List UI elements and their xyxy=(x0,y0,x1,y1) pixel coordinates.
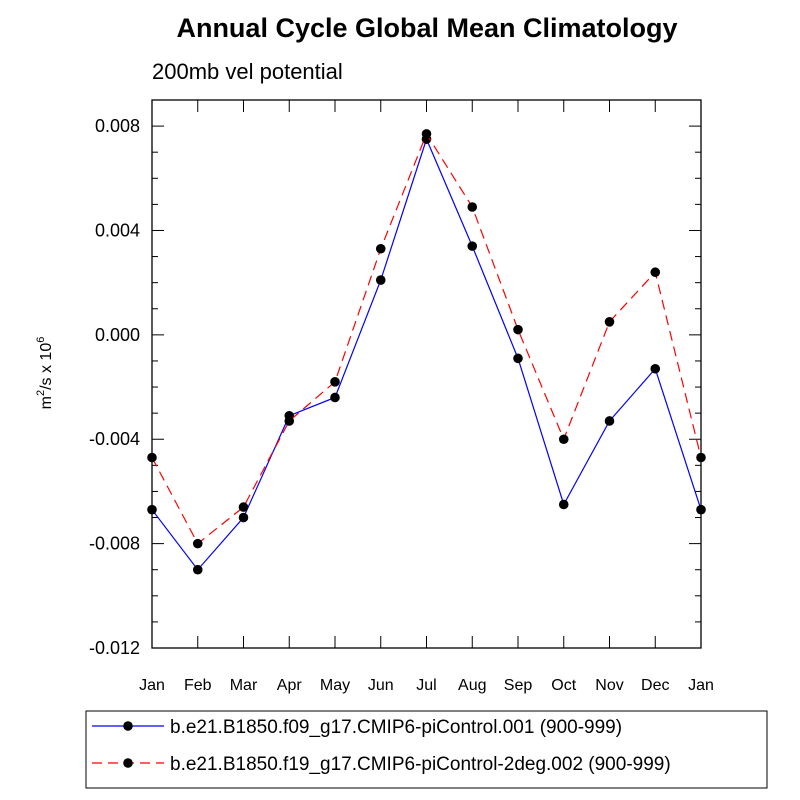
series-layer xyxy=(147,129,706,575)
x-tick-label: Dec xyxy=(641,677,669,694)
series-1-line xyxy=(151,137,702,571)
y-tick-label: 0.004 xyxy=(95,220,140,240)
series-2-point xyxy=(650,267,661,278)
series-1-point xyxy=(467,241,478,251)
series-1-point xyxy=(696,504,706,515)
y-tick-label: -0.012 xyxy=(89,638,140,658)
x-tick-label: Oct xyxy=(551,677,576,694)
series-2-point xyxy=(467,202,478,212)
series-2-point xyxy=(421,129,432,139)
legend: b.e21.B1850.f09_g17.CMIP6-piControl.001 … xyxy=(85,710,768,789)
series-2-point xyxy=(513,324,523,335)
y-tick-label: -0.004 xyxy=(89,429,140,449)
legend-label-1: b.e21.B1850.f09_g17.CMIP6-piControl.001 … xyxy=(170,717,622,738)
x-tick-label: Jun xyxy=(368,677,394,694)
series-1 xyxy=(147,134,706,575)
chart-subtitle: 200mb vel potential xyxy=(152,59,343,84)
y-tick-label: -0.008 xyxy=(89,534,140,554)
series-1-point xyxy=(558,499,569,510)
series-1-point xyxy=(650,363,661,374)
y-tick-label: 0.008 xyxy=(95,116,140,136)
series-2-point xyxy=(238,502,249,512)
series-1-point xyxy=(330,392,340,403)
legend-marker-2 xyxy=(123,758,133,768)
x-tick-label: Mar xyxy=(230,677,258,694)
y-axis-label-sup1: 2 xyxy=(35,390,47,396)
x-tick-label: Sep xyxy=(504,677,533,694)
x-tick-label: May xyxy=(320,677,350,694)
series-2-point xyxy=(696,452,706,463)
legend-marker-1 xyxy=(123,721,133,731)
x-tick-label: Aug xyxy=(458,677,486,694)
series-2-point xyxy=(558,434,569,445)
legend-box xyxy=(85,710,768,789)
plot-axes: -0.012 -0.008 -0.004 0.000 0.004 0.008 Jan Feb M… xyxy=(89,99,714,694)
series-1-point xyxy=(513,353,523,364)
series-2-point xyxy=(192,538,203,549)
x-tick-label: Feb xyxy=(184,677,212,694)
x-tick-label: Jan xyxy=(688,677,714,694)
y-axis-label-mid: /s x 10 xyxy=(38,343,55,390)
chart-title: Annual Cycle Global Mean Climatology xyxy=(176,13,677,43)
series-2-point xyxy=(330,377,340,387)
y-axis-label-sup2: 6 xyxy=(35,337,47,343)
x-tick-label: Jan xyxy=(139,677,165,694)
series-1-point xyxy=(238,512,249,523)
x-tick-label: Nov xyxy=(595,677,623,694)
x-tick-label: Apr xyxy=(277,677,303,694)
series-2 xyxy=(147,129,706,549)
series-2-point xyxy=(147,452,157,463)
series-1-point xyxy=(192,564,203,575)
legend-label-2: b.e21.B1850.f19_g17.CMIP6-piControl-2deg… xyxy=(170,754,671,775)
series-1-point xyxy=(147,504,157,515)
series-1-point xyxy=(604,416,615,426)
y-axis-label-base: m xyxy=(38,396,55,409)
series-2-point xyxy=(284,416,295,426)
series-2-line xyxy=(151,132,702,545)
y-tick-label: 0.000 xyxy=(95,325,140,345)
series-1-point xyxy=(375,275,386,285)
series-2-point xyxy=(375,243,386,254)
x-tick-label: Jul xyxy=(416,677,436,694)
y-axis-label: m2/s x 106 xyxy=(35,337,55,410)
series-2-point xyxy=(604,317,615,327)
plot-frame xyxy=(151,99,702,649)
